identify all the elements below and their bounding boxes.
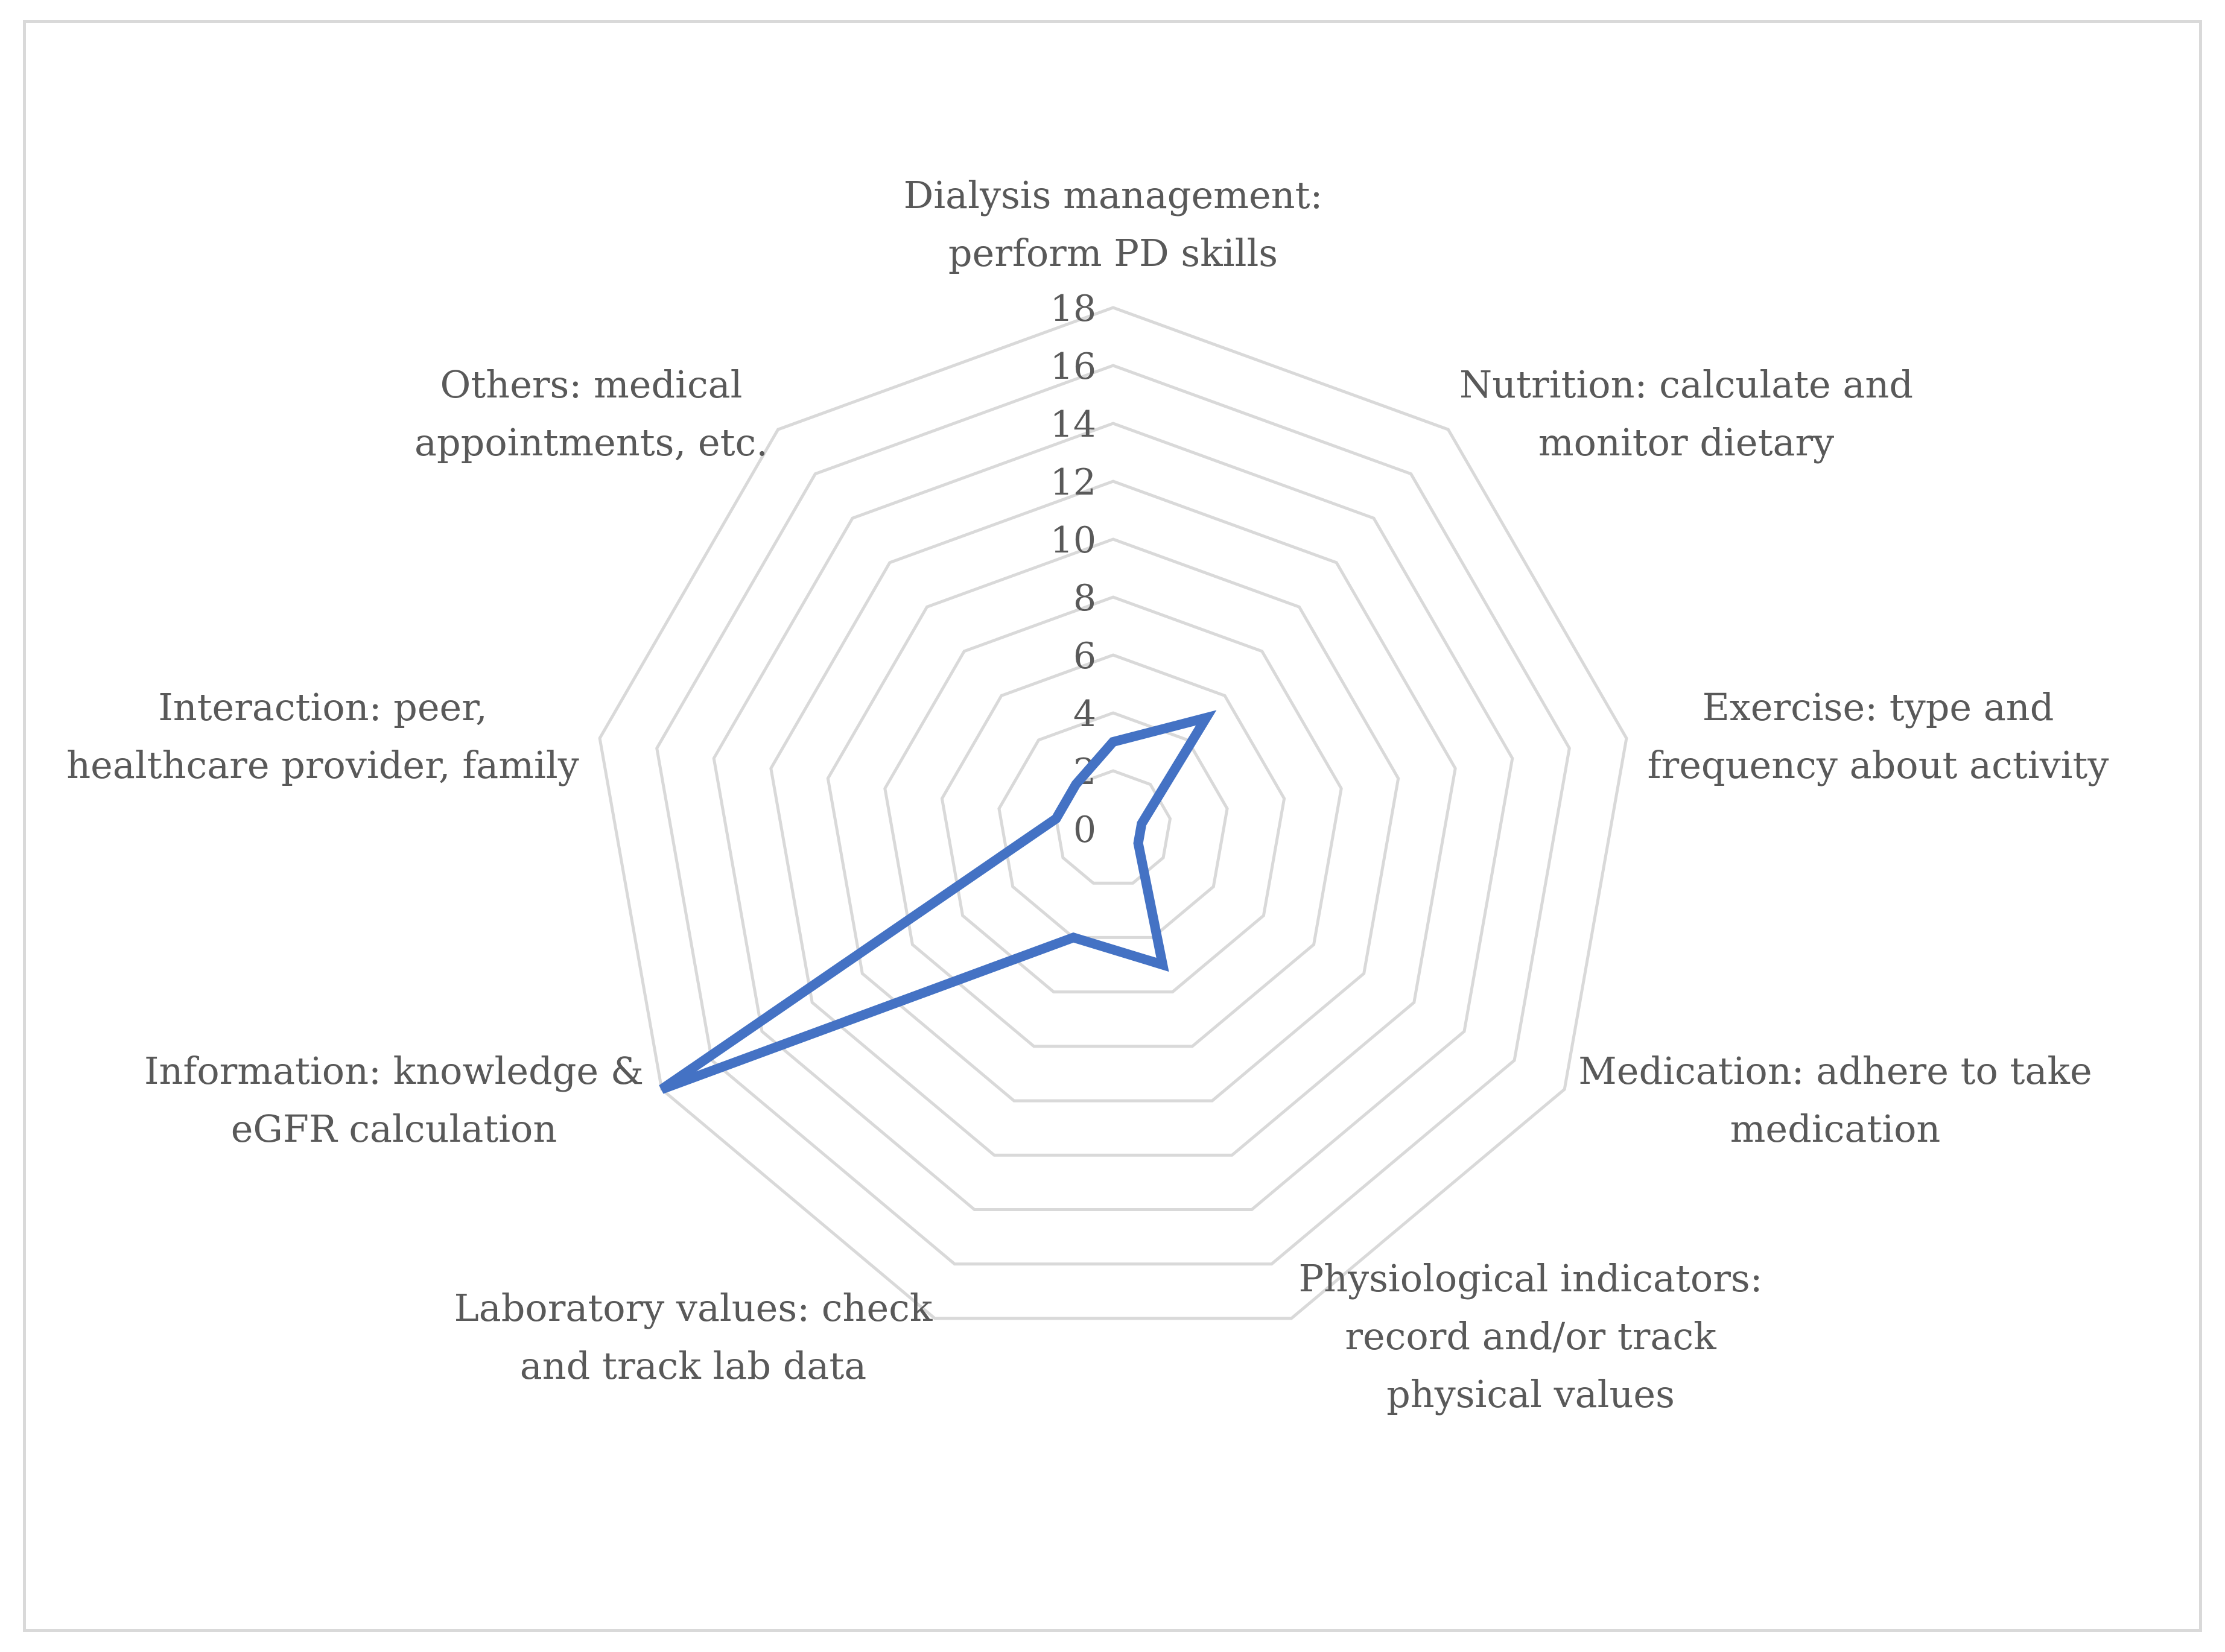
category-label-line: monitor dietary (1538, 420, 1834, 464)
category-label: Information: knowledge & eGFR calculation (144, 1049, 644, 1151)
category-label-line: medication (1730, 1107, 1941, 1151)
tick-label: 10 (1050, 519, 1096, 562)
category-label-line: eGFR calculation (231, 1107, 557, 1151)
category-label-line: Exercise: type and (1703, 685, 2054, 729)
grid-ring (940, 653, 1286, 994)
category-label: Exercise: type and frequency about activi… (1648, 685, 2109, 787)
category-label-line: healthcare provider, family (66, 743, 579, 787)
category-label: Medication: adhere to take medication (1578, 1049, 2092, 1151)
tick-label: 18 (1050, 288, 1096, 330)
grid-ring (769, 479, 1457, 1157)
tick-label: 0 (1073, 809, 1096, 851)
category-label-line: Nutrition: calculate and (1459, 362, 1913, 407)
category-label: Physiological indicators: record and/or t… (1298, 1256, 1762, 1416)
category-label: Laboratory values: check and track lab da… (454, 1286, 933, 1388)
category-label-line: Physiological indicators: (1298, 1256, 1762, 1300)
grid-ring (826, 537, 1400, 1103)
grid-ring (598, 306, 1628, 1320)
category-label-line: frequency about activity (1648, 743, 2109, 787)
category-label: Others: medical appointments, etc. (414, 362, 768, 464)
category-label-line: Dialysis management: (904, 173, 1323, 217)
tick-label: 4 (1073, 693, 1096, 735)
category-label-line: Medication: adhere to take (1578, 1049, 2092, 1093)
tick-label: 6 (1073, 635, 1096, 677)
category-label-line: record and/or track (1345, 1314, 1716, 1358)
grid-ring (655, 364, 1571, 1266)
category-label-line: appointments, etc. (414, 420, 768, 464)
tick-label: 14 (1050, 404, 1096, 446)
category-label-line: Interaction: peer, (158, 685, 487, 729)
chart-frame (23, 20, 2202, 1632)
category-label-line: perform PD skills (948, 231, 1278, 275)
series-line (659, 710, 1217, 1094)
category-label-line: Others: medical (440, 362, 743, 407)
grid-ring (883, 595, 1343, 1048)
category-label: Interaction: peer, healthcare provider, f… (66, 685, 579, 787)
tick-label: 8 (1073, 577, 1096, 619)
category-label: Nutrition: calculate and monitor dietary (1459, 362, 1913, 464)
tick-label: 16 (1050, 346, 1096, 388)
grid-ring (712, 422, 1514, 1211)
category-label-line: Laboratory values: check (454, 1286, 933, 1330)
category-label-line: and track lab data (520, 1344, 867, 1388)
category-labels: Dialysis management: perform PD skills Nut… (66, 173, 2109, 1416)
radar-series (659, 710, 1217, 1094)
category-label-line: Information: knowledge & (144, 1049, 644, 1093)
category-label: Dialysis management: perform PD skills (904, 173, 1323, 275)
tick-label: 12 (1050, 461, 1096, 504)
category-label-line: physical values (1386, 1372, 1675, 1416)
grid-ring (997, 711, 1229, 939)
